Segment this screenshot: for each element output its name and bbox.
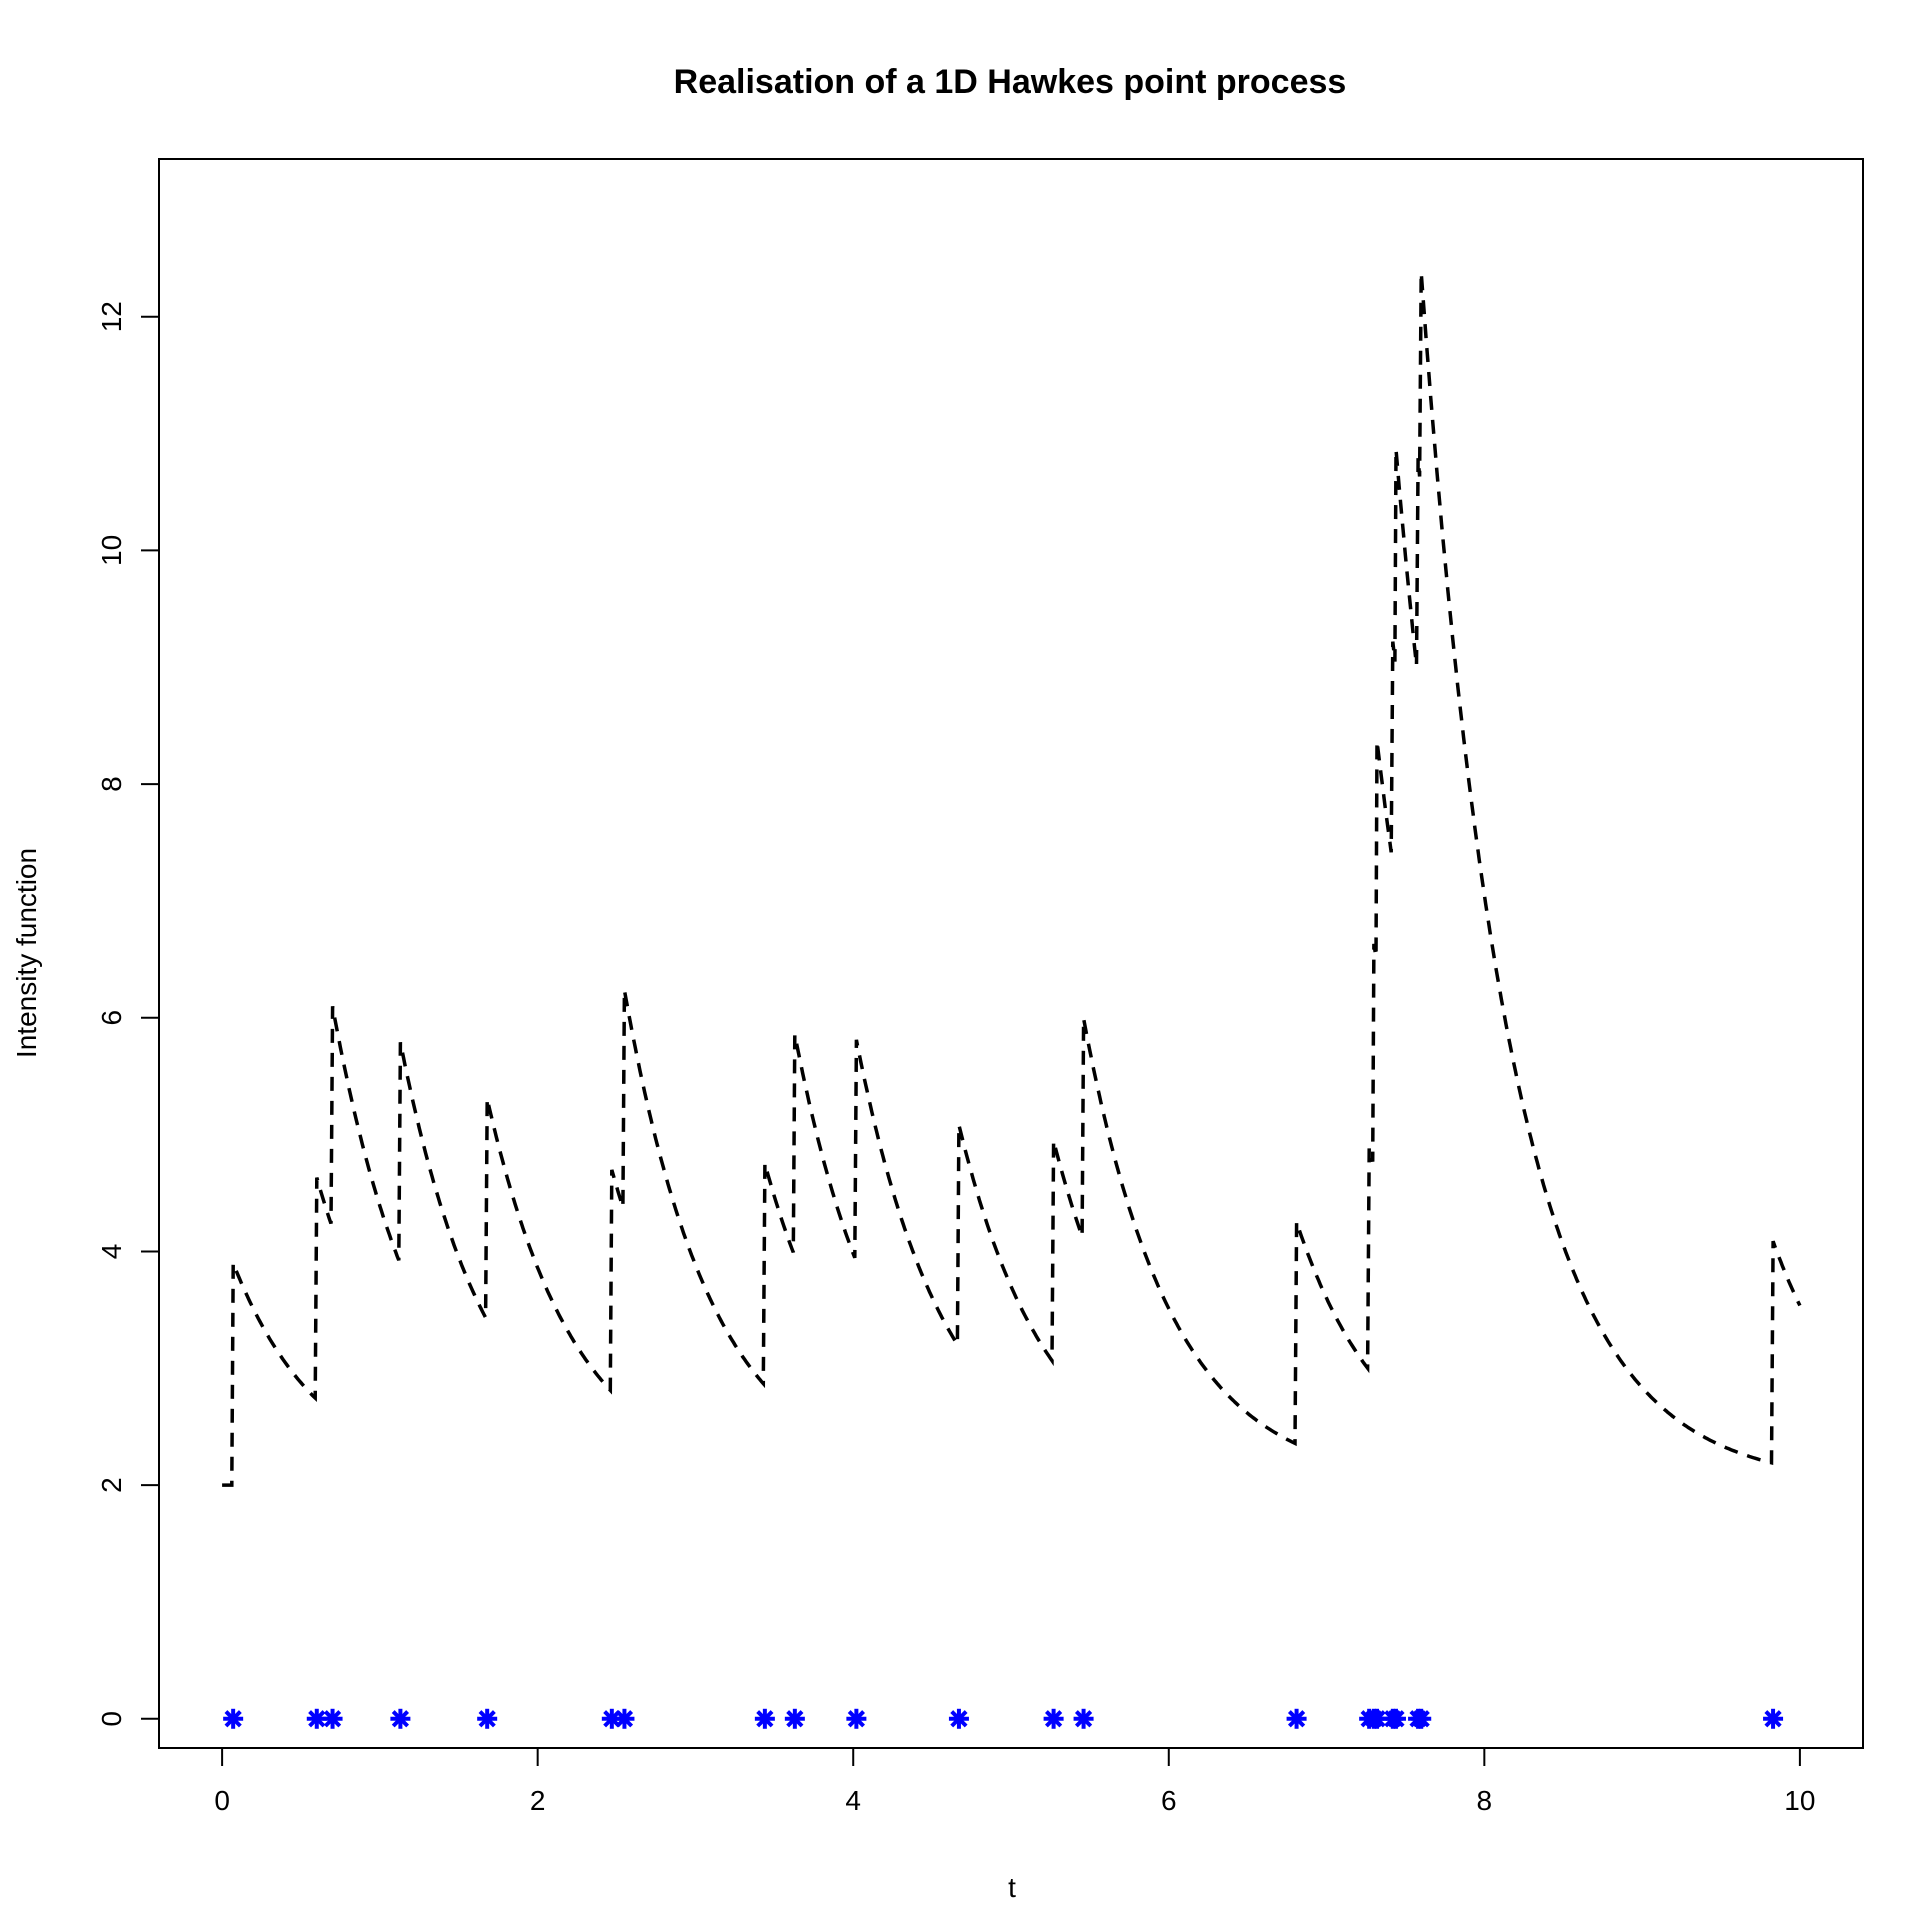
- intensity-line: [222, 272, 1802, 1487]
- y-axis: 0 2 4 6 8 10 12: [96, 301, 160, 1727]
- x-axis: 0 2 4 6 8 10: [214, 1747, 1815, 1816]
- event-marker: [322, 1708, 343, 1729]
- x-tick-label: 10: [1784, 1785, 1815, 1816]
- y-tick-label: 4: [96, 1244, 127, 1260]
- event-marker: [223, 1708, 244, 1729]
- event-marker: [1073, 1708, 1094, 1729]
- x-tick-label: 6: [1161, 1785, 1177, 1816]
- event-markers: [223, 1708, 1784, 1729]
- x-axis-label: t: [1008, 1872, 1016, 1903]
- y-tick-label: 12: [96, 301, 127, 332]
- event-marker: [1411, 1708, 1432, 1729]
- chart-title: Realisation of a 1D Hawkes point process: [674, 63, 1347, 101]
- x-tick-label: 8: [1477, 1785, 1493, 1816]
- event-marker: [754, 1708, 775, 1729]
- event-marker: [1286, 1708, 1307, 1729]
- event-marker: [1763, 1708, 1784, 1729]
- event-marker: [1385, 1708, 1406, 1729]
- event-marker: [390, 1708, 411, 1729]
- event-marker: [784, 1708, 805, 1729]
- event-marker: [601, 1708, 622, 1729]
- y-tick-label: 6: [96, 1010, 127, 1026]
- plot-frame: [158, 158, 1864, 1749]
- event-marker: [846, 1708, 867, 1729]
- y-tick-label: 8: [96, 776, 127, 792]
- y-tick-label: 0: [96, 1711, 127, 1727]
- y-axis-label: Intensity function: [11, 848, 42, 1058]
- event-marker: [477, 1708, 498, 1729]
- x-tick-label: 4: [845, 1785, 861, 1816]
- event-marker: [614, 1708, 635, 1729]
- y-tick-label: 2: [96, 1477, 127, 1493]
- event-marker: [1043, 1708, 1064, 1729]
- event-marker: [948, 1708, 969, 1729]
- x-tick-label: 0: [214, 1785, 230, 1816]
- x-tick-label: 2: [530, 1785, 546, 1816]
- y-tick-label: 10: [96, 535, 127, 566]
